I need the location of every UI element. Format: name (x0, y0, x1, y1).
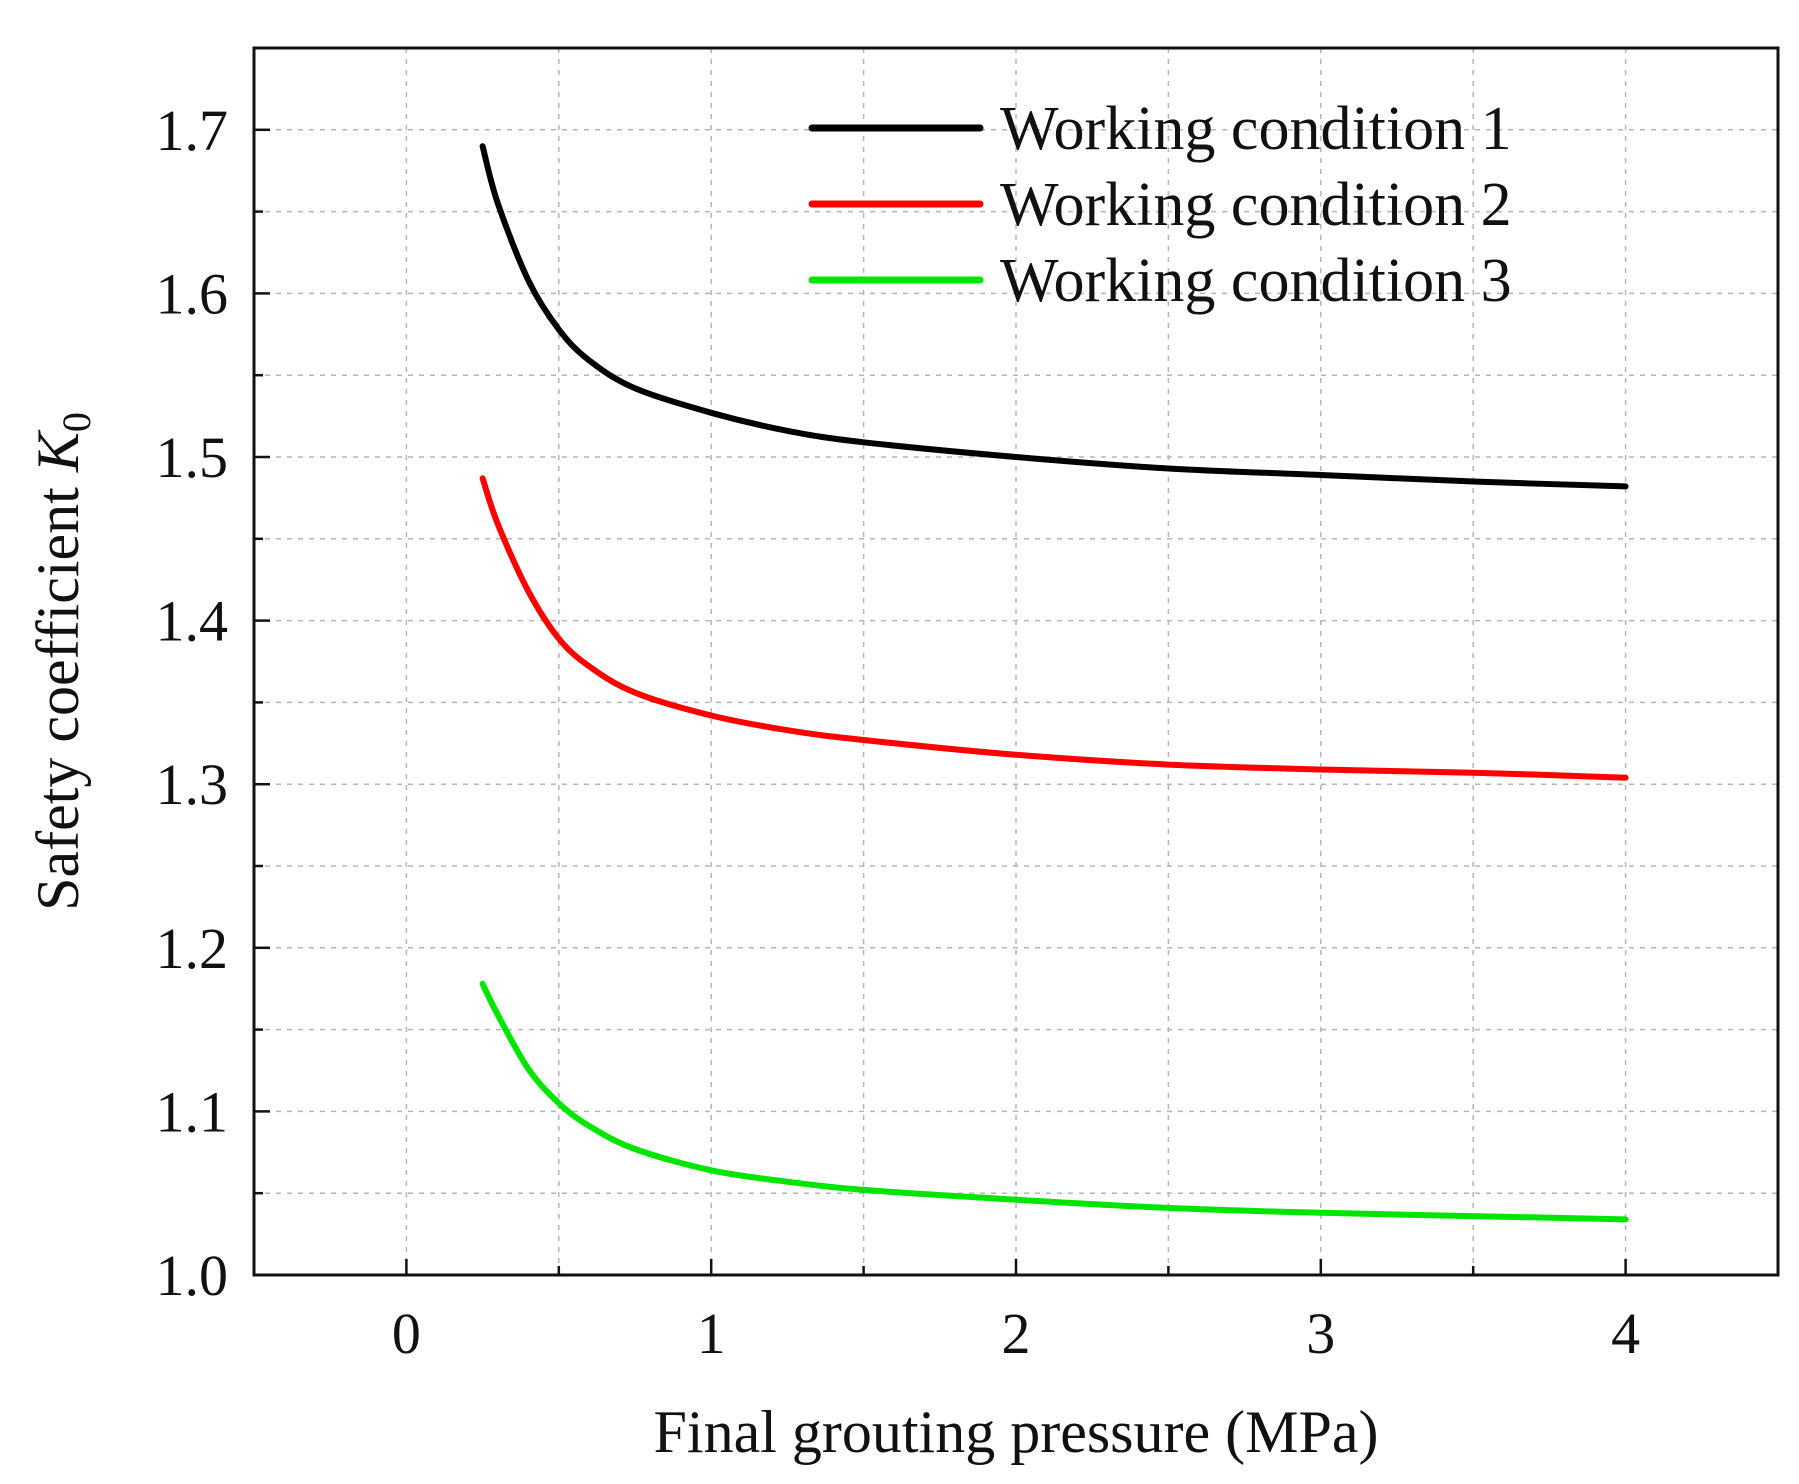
x-tick-label: 1 (697, 1301, 726, 1366)
y-axis-title-symbol: K (25, 429, 91, 473)
y-axis-title: Safety coefficient K0 (25, 412, 99, 911)
legend-label-3: Working condition 3 (1000, 247, 1512, 315)
y-tick-label: 1.2 (156, 916, 229, 981)
y-tick-label: 1.7 (156, 98, 229, 163)
axis-ticks (252, 128, 1780, 1277)
series-lines (479, 143, 1629, 1223)
y-tick-label: 1.0 (156, 1243, 229, 1308)
series-line-1 (479, 143, 1629, 490)
series-line-2 (479, 475, 1629, 781)
x-axis-title: Final grouting pressure (MPa) (654, 1399, 1379, 1465)
y-tick-label: 1.3 (156, 752, 229, 817)
legend-label-1: Working condition 1 (1000, 95, 1512, 163)
y-axis-title-main: Safety coefficient (25, 472, 91, 911)
x-tick-labels: 0 1 2 3 4 (392, 1301, 1640, 1366)
y-tick-labels: 1.0 1.1 1.2 1.3 1.4 1.5 1.6 1.7 (156, 98, 229, 1308)
x-tick-label: 3 (1306, 1301, 1335, 1366)
y-tick-label: 1.4 (156, 589, 229, 654)
y-tick-label: 1.1 (156, 1079, 229, 1144)
y-tick-label: 1.6 (156, 261, 229, 326)
legend: Working condition 1 Working condition 2 Wo… (808, 95, 1512, 315)
x-tick-label: 0 (392, 1301, 421, 1366)
series-line-3 (479, 980, 1629, 1223)
y-axis-title-subscript: 0 (54, 412, 99, 432)
x-tick-label: 4 (1611, 1301, 1640, 1366)
legend-label-2: Working condition 2 (1000, 171, 1512, 239)
y-tick-label: 1.5 (156, 425, 229, 490)
x-tick-label: 2 (1002, 1301, 1031, 1366)
